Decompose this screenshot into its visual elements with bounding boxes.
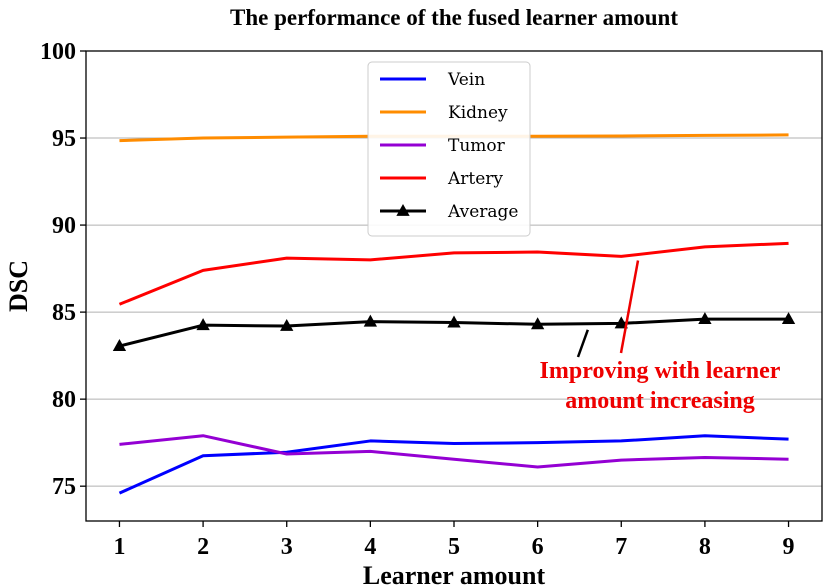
x-tick-label: 7 [615, 534, 627, 560]
axis-ticks: 75 80 85 90 95 100 1 2 3 4 5 6 7 8 9 [40, 39, 795, 560]
data-point-average [363, 314, 378, 327]
x-tick-label: 5 [448, 534, 460, 560]
data-point-average [112, 339, 127, 351]
legend-marker-average [396, 204, 410, 216]
series-line-tumor [119, 434, 789, 469]
data-point-average [196, 318, 210, 331]
y-tick-label: 85 [52, 300, 76, 326]
data-point-average [280, 319, 294, 331]
x-tick-label: 3 [281, 534, 293, 560]
legend-label-tumor: Tumor [448, 136, 506, 156]
legend-label-vein: Vein [447, 70, 485, 90]
legend-label-artery: Artery [447, 169, 503, 189]
y-tick-label: 80 [52, 387, 76, 413]
data-point-average [698, 312, 712, 324]
annotation-arrow [619, 260, 640, 354]
x-tick-label: 1 [113, 534, 125, 560]
series-line-vein [118, 434, 789, 495]
series-group [112, 133, 796, 495]
x-tick-label: 9 [783, 534, 795, 560]
data-point-average [614, 316, 628, 329]
annotation-arrow [576, 329, 589, 358]
y-tick-label: 95 [52, 126, 76, 152]
legend-box [367, 61, 531, 237]
data-point-average [530, 317, 545, 330]
annotation-text: amount increasing [565, 388, 755, 414]
annotation-text: Improving with learner [540, 358, 781, 384]
x-tick-label: 6 [532, 534, 544, 560]
series-line-artery [118, 241, 789, 306]
x-tick-label: 8 [699, 534, 711, 560]
x-tick-label: 2 [197, 534, 209, 560]
data-point-average [781, 312, 796, 324]
legend: Vein Kidney Tumor Artery Average [367, 61, 531, 237]
x-tick-label: 4 [364, 534, 376, 560]
x-axis-title: Learner amount [363, 561, 546, 588]
annotation: Improving with learner amount increasing [540, 260, 781, 414]
y-axis-title: DSC [4, 260, 33, 312]
legend-label-kidney: Kidney [448, 103, 508, 123]
data-point-average [447, 315, 461, 328]
chart-title: The performance of the fused learner amo… [230, 5, 678, 30]
legend-label-average: Average [447, 202, 518, 222]
y-tick-label: 100 [40, 39, 76, 65]
y-tick-label: 75 [52, 474, 76, 500]
y-tick-label: 90 [52, 213, 76, 239]
